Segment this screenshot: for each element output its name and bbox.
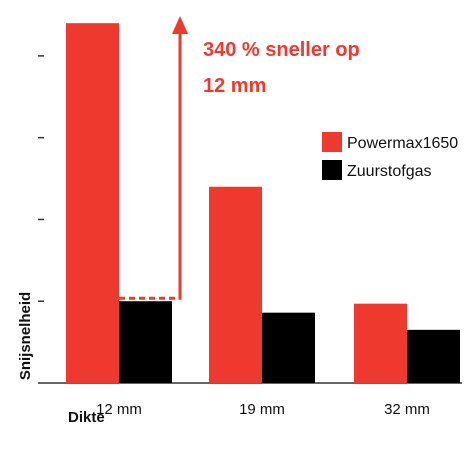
x-tick-labels: 12 mm 19 mm 32 mm [96,401,430,418]
legend: Powermax1650 Zuurstofgas [322,132,458,180]
annotation-arrow-head [172,16,188,34]
legend-label-zuurstofgas: Zuurstofgas [347,163,431,180]
bar-zuurstofgas-12mm [119,301,172,383]
x-axis-title: Dikte [68,409,105,426]
y-axis-title: Snijsnelheid [17,292,34,380]
x-tick-label-1: 19 mm [239,401,285,418]
legend-swatch-powermax [322,132,342,152]
annotation-text-line-2: 12 mm [203,75,266,97]
bar-zuurstofgas-19mm [262,312,315,383]
x-tick-label-2: 32 mm [384,401,430,418]
bar-powermax1650-32mm [354,303,407,383]
legend-swatch-zuurstofgas [322,160,342,180]
bar-powermax1650-12mm [66,23,119,384]
bars-group [66,23,460,384]
y-axis-ticks [38,55,44,302]
x-tick-label-0: 12 mm [96,401,142,418]
bar-zuurstofgas-32mm [407,329,460,383]
bar-powermax1650-19mm [209,186,262,383]
annotation: 340 % sneller op 12 mm [119,16,360,300]
legend-label-powermax: Powermax1650 [347,135,458,152]
annotation-text-line-1: 340 % sneller op [203,39,360,61]
